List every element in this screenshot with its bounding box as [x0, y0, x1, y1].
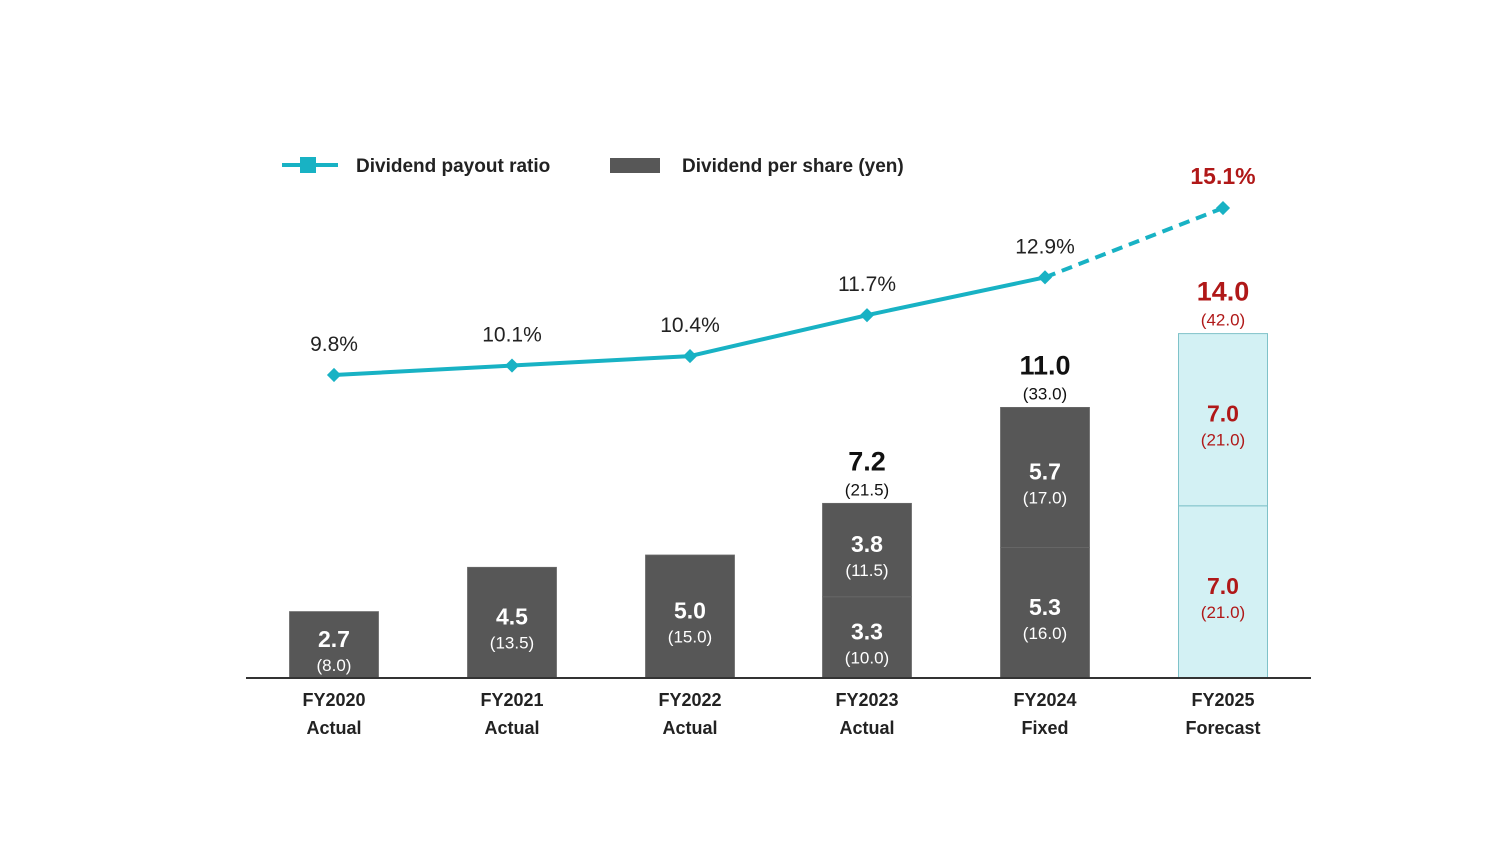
- legend-line-square: [300, 157, 316, 173]
- bar-segment-fy2022-1: [645, 554, 735, 679]
- legend-bar-label: Dividend per share (yen): [682, 156, 904, 177]
- payout-ratio-forecast-line: [1044, 206, 1224, 280]
- bar-segment-sub-value: (21.0): [1201, 603, 1245, 622]
- payout-ratio-point: [682, 349, 698, 364]
- bars-group: 2.7 (8.0) 4.5 (13.5) 5.0 (15.0) 3.3 (10.0) 3.8 (1…: [289, 277, 1268, 679]
- bar-segment-sub-value: (16.0): [1023, 624, 1067, 643]
- bar-segment-fy2021-1: [467, 566, 557, 679]
- bar-segment-fy2024-2: [1000, 406, 1090, 549]
- category-year-label: FY2021: [480, 690, 543, 710]
- bar-segment-fy2025-1: [1178, 505, 1268, 679]
- category-status-label: Actual: [839, 718, 894, 738]
- bar-segment-fy2024-1: [1000, 547, 1090, 679]
- category-status-label: Actual: [306, 718, 361, 738]
- bar-segment-sub-value: (17.0): [1023, 489, 1067, 508]
- bar-segment-sub-value: (15.0): [668, 628, 712, 647]
- bar-total-value: 7.2: [848, 446, 886, 476]
- bar-segment-fy2025-2: [1178, 333, 1268, 507]
- payout-ratio-label: 15.1%: [1190, 163, 1255, 189]
- bar-total-sub-value: (42.0): [1201, 311, 1245, 330]
- bar-segment-sub-value: (21.0): [1201, 431, 1245, 450]
- bar-segment-value: 2.7: [318, 626, 350, 652]
- category-status-label: Actual: [484, 718, 539, 738]
- payout-ratio-label: 9.8%: [310, 333, 358, 356]
- category-year-label: FY2020: [302, 690, 365, 710]
- legend-bar-swatch: [610, 158, 660, 173]
- bar-total-sub-value: (33.0): [1023, 384, 1067, 403]
- payout-ratio-point: [1037, 270, 1053, 285]
- bar-segment-value: 7.0: [1207, 573, 1239, 599]
- payout-ratio-point: [859, 308, 875, 323]
- bar-segment-sub-value: (13.5): [490, 634, 534, 653]
- bar-segment-value: 3.8: [851, 531, 883, 557]
- bar-segment-value: 5.0: [674, 598, 706, 624]
- bar-segment-value: 7.0: [1207, 401, 1239, 427]
- bar-segment-value: 5.7: [1029, 459, 1061, 485]
- category-year-label: FY2022: [658, 690, 721, 710]
- bar-segment-value: 3.3: [851, 618, 883, 644]
- payout-ratio-point: [1215, 200, 1231, 216]
- bar-segment-sub-value: (8.0): [317, 656, 352, 675]
- category-labels: FY2020 Actual FY2021 Actual FY2022 Actual FY20…: [302, 690, 1260, 738]
- legend: Dividend payout ratio Dividend per share…: [282, 156, 904, 177]
- payout-ratio-point: [326, 367, 342, 383]
- payout-ratio-label: 10.4%: [660, 314, 720, 337]
- bar-segment-fy2023-1: [822, 596, 912, 679]
- category-year-label: FY2023: [835, 690, 898, 710]
- category-year-label: FY2024: [1013, 690, 1076, 710]
- payout-ratio-label: 11.7%: [838, 273, 896, 296]
- payout-ratio-point: [504, 358, 520, 373]
- bar-total-value: 14.0: [1197, 277, 1250, 307]
- category-status-label: Actual: [662, 718, 717, 738]
- bar-segment-value: 4.5: [496, 604, 528, 630]
- payout-ratio-label: 12.9%: [1015, 235, 1075, 258]
- bar-segment-sub-value: (11.5): [845, 561, 888, 580]
- payout-ratio-label: 10.1%: [482, 324, 542, 347]
- bar-total-value: 11.0: [1019, 350, 1070, 380]
- legend-line-label: Dividend payout ratio: [356, 156, 550, 177]
- category-status-label: Fixed: [1021, 718, 1068, 738]
- bar-total-sub-value: (21.5): [845, 480, 889, 499]
- payout-ratio-series: 9.8% 10.1% 10.4% 11.7% 12.9% 15.1%: [310, 163, 1256, 383]
- bar-segment-sub-value: (10.0): [845, 648, 889, 667]
- bar-segment-fy2023-2: [822, 502, 912, 598]
- category-year-label: FY2025: [1191, 690, 1254, 710]
- bar-segment-value: 5.3: [1029, 594, 1061, 620]
- category-status-label: Forecast: [1185, 718, 1260, 738]
